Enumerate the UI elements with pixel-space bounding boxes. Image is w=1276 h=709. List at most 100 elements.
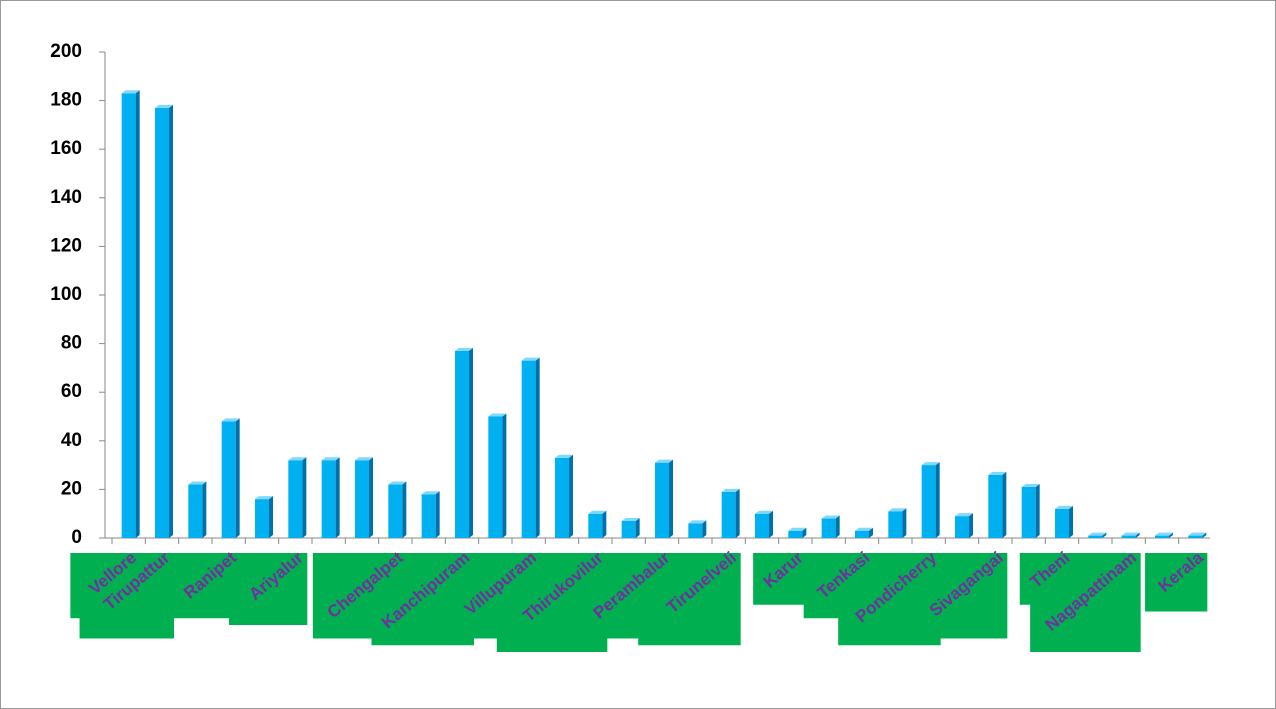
bar [1021, 483, 1040, 538]
y-tick-label: 160 [50, 138, 82, 159]
bar-top [955, 513, 973, 517]
label-background [312, 553, 408, 639]
bar-front [121, 93, 136, 538]
bar-side [302, 457, 307, 538]
bar-top [421, 491, 440, 495]
bar-front [921, 465, 936, 538]
bar-front [588, 513, 603, 538]
label-background [170, 553, 241, 619]
bar-side [369, 457, 373, 538]
bar-side [835, 515, 840, 538]
bar [988, 471, 1007, 538]
bar-front [955, 516, 969, 538]
bar-side [935, 462, 940, 538]
y-tick-label: 100 [50, 284, 82, 305]
bar-top [521, 357, 540, 361]
bar-front [1021, 486, 1036, 538]
bar-top [721, 488, 740, 492]
y-tick-label: 0 [71, 527, 82, 548]
bar-front [621, 520, 636, 538]
bar-top [1188, 532, 1207, 536]
bar-side [969, 513, 973, 538]
bar-side [435, 491, 440, 538]
bar [821, 515, 840, 538]
y-tick-label: 180 [50, 90, 82, 111]
bar-side [1169, 532, 1173, 538]
bar [888, 508, 907, 538]
bar [1155, 532, 1173, 538]
bar [521, 357, 540, 538]
bar [655, 459, 673, 538]
label-background [1019, 553, 1074, 605]
bar-side [535, 357, 540, 538]
bar-top [555, 454, 573, 458]
bar-top [988, 471, 1007, 475]
bar-top [788, 527, 807, 531]
bar-side [469, 347, 473, 538]
bar [221, 418, 240, 538]
bar-side [1102, 532, 1107, 538]
bar [188, 481, 207, 538]
bar-front [821, 518, 836, 538]
bar-front [1121, 535, 1136, 538]
bar-side [135, 90, 140, 538]
bar-top [288, 457, 307, 461]
bar-front [855, 530, 869, 538]
y-tick-label: 200 [50, 41, 82, 62]
bar-side [735, 488, 740, 538]
bar-front [755, 513, 769, 538]
bar [855, 527, 873, 538]
bar-front [1188, 535, 1203, 538]
bar [288, 457, 307, 538]
bar-top [255, 496, 273, 500]
bar [121, 90, 140, 538]
bar [1188, 532, 1207, 538]
label-background [803, 553, 874, 619]
label-background [228, 553, 308, 625]
y-tick-label: 80 [61, 333, 82, 354]
bar-top [1055, 505, 1073, 509]
label-background [1145, 553, 1208, 612]
bar [788, 527, 807, 538]
bar [688, 520, 707, 538]
y-tick-label: 20 [61, 478, 82, 499]
y-tick-label: 120 [50, 235, 82, 256]
bar-top [155, 104, 173, 108]
bar-front [655, 462, 669, 538]
bar-front [1088, 535, 1103, 538]
bar-front [255, 499, 269, 538]
bar-top [921, 462, 940, 466]
bar-side [569, 454, 573, 538]
bar-front [555, 457, 569, 538]
bar-top [221, 418, 240, 422]
bar-front [888, 511, 903, 538]
bar [355, 457, 373, 538]
bar-front [221, 421, 236, 538]
bar-front [488, 416, 503, 538]
bar-front [1055, 508, 1069, 538]
bar-front [388, 484, 403, 538]
bar-top [821, 515, 840, 519]
bar-top [455, 347, 473, 351]
bar [1055, 505, 1073, 538]
bar-top [655, 459, 673, 463]
bar-front [521, 360, 536, 538]
bar [321, 457, 340, 538]
bar-top [355, 457, 373, 461]
bar-top [688, 520, 707, 524]
bar-front [455, 350, 469, 538]
bar [388, 481, 407, 538]
bar-front [355, 460, 369, 538]
bar-side [702, 520, 707, 538]
bar [488, 413, 507, 538]
bar-top [1088, 532, 1107, 536]
bar-side [602, 510, 607, 538]
bar-top [888, 508, 907, 512]
bar-top [621, 517, 640, 521]
bar-front [155, 107, 169, 538]
bar-top [388, 481, 407, 485]
bar-front [688, 523, 703, 538]
bar [455, 347, 473, 538]
bar-top [188, 481, 207, 485]
bar-top [121, 90, 140, 94]
